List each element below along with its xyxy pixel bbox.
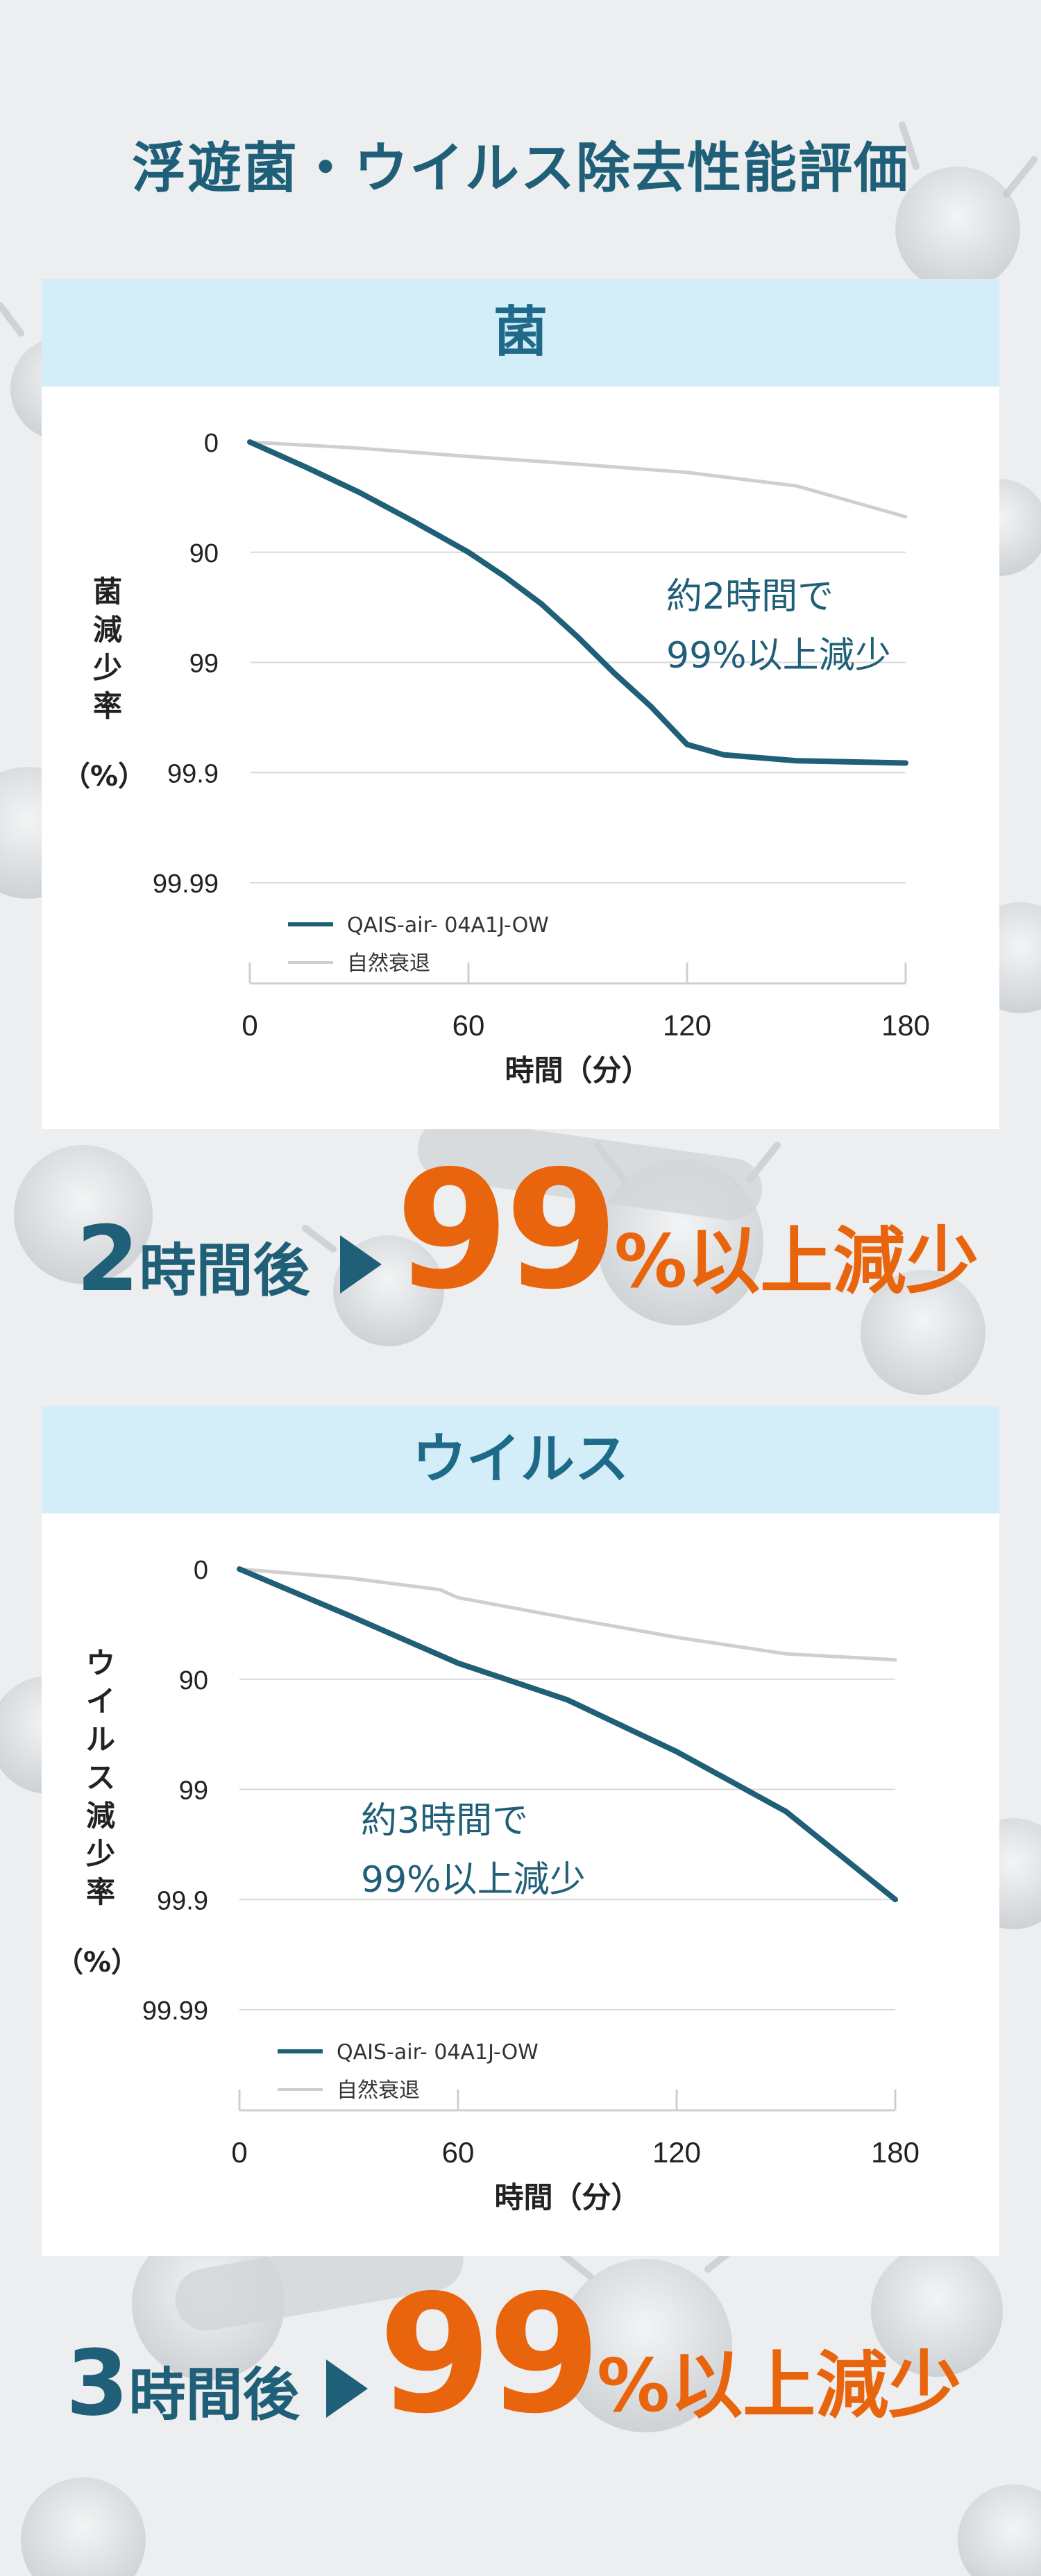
x-axis-label: 時間（分） [494, 2180, 640, 2214]
legend-label: 自然衰退 [337, 2078, 420, 2103]
legend-label: QAIS-air- 04A1J-OW [347, 913, 549, 938]
result-hours-suffix: 時間後 [128, 2362, 300, 2428]
y-axis-label-char: 率 [93, 689, 122, 723]
page-title: 浮遊菌・ウイルス除去性能評価 [131, 137, 909, 200]
result-hours: 2時間後 [76, 1206, 310, 1312]
y-tick-label: 0 [204, 429, 219, 458]
series-line [248, 440, 908, 519]
y-axis-label-char: イ [86, 1684, 115, 1718]
virus-result-banner: 3時間後 99%以上減少 [0, 2260, 1041, 2457]
x-tick-label: 60 [442, 2136, 475, 2169]
y-axis-label-char: ス [86, 1761, 115, 1795]
y-tick-label: 99 [189, 650, 219, 679]
result-hours-number: 3 [66, 2330, 129, 2436]
result-percent-suffix: %以上減少 [597, 2344, 962, 2428]
bacteria-chart-panel: 菌 0 90 99 99.9 99.99 約2時間で 99%以上減少 QAIS-air- 04… [42, 279, 999, 1129]
result-percent-suffix: %以上減少 [614, 1219, 979, 1304]
y-tick-label: 99.9 [157, 1886, 208, 1915]
y-axis-label-char: ル [86, 1722, 115, 1756]
series-line [237, 1566, 898, 1903]
y-axis-label-char: 減 [93, 613, 122, 647]
result-percent: 99%以上減少 [378, 2260, 961, 2450]
y-axis-label-char: ウ [86, 1646, 115, 1680]
result-hours-suffix: 時間後 [139, 1238, 310, 1304]
y-tick-label: 99.9 [167, 759, 219, 788]
chart-annotation: 99%以上減少 [666, 635, 891, 677]
x-tick-label: 120 [663, 1009, 711, 1042]
y-tick-label: 99 [179, 1777, 208, 1806]
x-axis-label: 時間（分） [505, 1053, 650, 1087]
chart-title: ウイルス [42, 1406, 999, 1514]
x-tick-label: 180 [871, 2136, 920, 2169]
x-tick-label: 120 [652, 2136, 701, 2169]
y-tick-label: 90 [179, 1666, 208, 1695]
bacteria-result-banner: 2時間後 99%以上減少 [0, 1136, 1041, 1332]
x-tick-label: 180 [881, 1009, 930, 1042]
y-axis-label-char: 率 [86, 1875, 115, 1909]
y-axis-label-char: 少 [93, 651, 122, 685]
legend-label: 自然衰退 [347, 951, 430, 976]
x-tick-label: 0 [231, 2136, 247, 2169]
y-tick-label: 99.99 [153, 870, 219, 899]
result-percent-number: 99 [396, 1136, 618, 1325]
chart-title: 菌 [42, 279, 999, 387]
x-tick-label: 0 [242, 1009, 257, 1042]
arrow-right-icon [340, 1235, 382, 1294]
chart-annotation: 約2時間で [666, 576, 833, 618]
y-axis-unit: （%） [62, 761, 146, 793]
virus-line-chart: 0 90 99 99.9 99.99 約3時間で 99%以上減少 QAIS-air- 04A1… [56, 1556, 920, 2214]
y-tick-label: 90 [189, 539, 219, 568]
y-axis-label-char: 少 [86, 1837, 115, 1871]
arrow-right-icon [326, 2359, 368, 2418]
y-axis-label-char: 減 [86, 1799, 115, 1833]
y-tick-label: 99.99 [142, 1997, 208, 2026]
series-line [237, 1567, 897, 1662]
bacteria-line-chart: 0 90 99 99.9 99.99 約2時間で 99%以上減少 QAIS-air- 04A1… [62, 429, 930, 1087]
legend-label: QAIS-air- 04A1J-OW [337, 2040, 539, 2065]
chart-annotation: 99%以上減少 [361, 1859, 586, 1901]
result-hours: 3時間後 [66, 2330, 299, 2436]
x-tick-label: 60 [452, 1009, 485, 1042]
y-tick-label: 0 [194, 1556, 208, 1585]
series-line [247, 439, 908, 766]
y-axis-unit: （%） [56, 1947, 139, 1978]
virus-chart-panel: ウイルス 0 90 99 99.9 99.99 約3時間で 99%以上減少 QAIS-air-… [42, 1406, 999, 2256]
result-hours-number: 2 [76, 1206, 139, 1312]
y-axis-label-char: 菌 [93, 575, 122, 609]
chart-annotation: 約3時間で [361, 1800, 528, 1842]
result-percent: 99%以上減少 [396, 1136, 979, 1325]
result-percent-number: 99 [378, 2260, 601, 2450]
